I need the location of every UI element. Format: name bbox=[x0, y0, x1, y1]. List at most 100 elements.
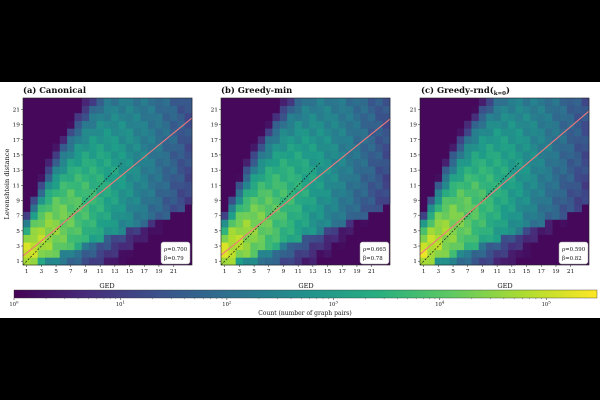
heatmap-cell bbox=[309, 227, 317, 235]
heatmap-cell bbox=[471, 196, 480, 205]
heatmap-cell bbox=[449, 181, 458, 190]
heatmap-cell bbox=[515, 128, 524, 137]
heatmap-cell bbox=[287, 98, 295, 106]
heatmap-cell bbox=[486, 98, 494, 106]
heatmap-cell bbox=[250, 166, 259, 175]
heatmap-cell bbox=[30, 234, 38, 243]
heatmap-cell bbox=[287, 158, 295, 167]
heatmap-cell bbox=[552, 196, 560, 205]
heatmap-cell bbox=[434, 249, 443, 258]
heatmap-cell bbox=[103, 189, 112, 197]
heatmap-cell bbox=[111, 227, 119, 235]
heatmap-cell bbox=[456, 158, 465, 167]
heatmap-cell bbox=[442, 211, 450, 220]
heatmap-cell bbox=[581, 181, 590, 190]
heatmap-cell bbox=[360, 113, 369, 122]
heatmap-cell bbox=[301, 173, 310, 182]
y-tick-label: 3 bbox=[16, 244, 20, 250]
heatmap-cell bbox=[257, 204, 266, 213]
heatmap-cell bbox=[331, 143, 339, 152]
heatmap-cell bbox=[45, 158, 53, 167]
heatmap-cell bbox=[272, 257, 281, 266]
heatmap-cell bbox=[272, 135, 281, 144]
heatmap-cell bbox=[265, 166, 273, 175]
heatmap-cell bbox=[427, 196, 435, 205]
heatmap-cell bbox=[74, 189, 83, 197]
heatmap-cell bbox=[243, 158, 251, 167]
heatmap-cell bbox=[464, 189, 472, 197]
heatmap-cell bbox=[464, 166, 472, 175]
heatmap-cell bbox=[353, 166, 361, 175]
heatmap-cell bbox=[493, 120, 502, 129]
heatmap-cell bbox=[147, 120, 156, 129]
heatmap-cell bbox=[287, 227, 295, 235]
heatmap-cell bbox=[353, 120, 361, 129]
heatmap-cell bbox=[471, 105, 480, 114]
heatmap-cell bbox=[581, 135, 590, 144]
heatmap-cell bbox=[530, 196, 538, 205]
heatmap-cell bbox=[265, 211, 273, 220]
heatmap-cell bbox=[478, 189, 487, 197]
heatmap-cell bbox=[493, 219, 502, 228]
heatmap-cell bbox=[574, 181, 582, 190]
panel-title-sub: k=0 bbox=[494, 91, 506, 97]
y-tick-label: 15 bbox=[13, 153, 21, 159]
heatmap-cell bbox=[162, 120, 171, 129]
heatmap-cell bbox=[530, 120, 538, 129]
heatmap-cell bbox=[552, 173, 560, 182]
heatmap-cell bbox=[147, 204, 156, 213]
heatmap-cell bbox=[294, 166, 303, 175]
heatmap-cell bbox=[169, 105, 178, 114]
heatmap-cell bbox=[442, 257, 450, 266]
heatmap-cell bbox=[96, 143, 105, 152]
heatmap-cell bbox=[228, 196, 236, 205]
heatmap-cell bbox=[522, 151, 531, 160]
y-tick-label: 9 bbox=[214, 198, 218, 204]
heatmap-cell bbox=[464, 158, 472, 167]
heatmap-cell bbox=[67, 242, 75, 251]
heatmap-cell bbox=[544, 227, 553, 235]
heatmap-cell bbox=[67, 135, 75, 144]
heatmap-cell bbox=[434, 204, 443, 213]
heatmap-cell bbox=[375, 173, 383, 182]
x-tick-label: 13 bbox=[309, 269, 317, 275]
heatmap-cell bbox=[147, 158, 156, 167]
heatmap-cell bbox=[478, 143, 487, 152]
y-tick-label: 15 bbox=[211, 153, 219, 159]
heatmap-cell bbox=[74, 242, 83, 251]
heatmap-cell bbox=[243, 219, 251, 228]
heatmap-cell bbox=[294, 204, 303, 213]
heatmap-cell bbox=[45, 173, 53, 182]
heatmap-cell bbox=[471, 189, 480, 197]
heatmap-cell bbox=[493, 158, 502, 167]
heatmap-cell bbox=[45, 196, 53, 205]
heatmap-cell bbox=[515, 120, 524, 129]
heatmap-cell bbox=[456, 151, 465, 160]
heatmap-cell bbox=[323, 196, 332, 205]
heatmap-cell bbox=[96, 128, 105, 137]
heatmap-cell bbox=[309, 151, 317, 160]
heatmap-cell bbox=[243, 181, 251, 190]
heatmap-cell bbox=[235, 211, 244, 220]
beta-label: β=0.82 bbox=[562, 256, 582, 262]
heatmap-cell bbox=[301, 128, 310, 137]
heatmap-cell bbox=[493, 98, 502, 106]
heatmap-cell bbox=[500, 173, 509, 182]
heatmap-cell bbox=[155, 120, 163, 129]
heatmap-cell bbox=[464, 227, 472, 235]
heatmap-cell bbox=[367, 166, 376, 175]
heatmap-cell bbox=[309, 257, 317, 266]
heatmap-cell bbox=[140, 158, 149, 167]
heatmap-cell bbox=[464, 173, 472, 182]
heatmap-cell bbox=[147, 135, 156, 144]
heatmap-cell bbox=[74, 158, 83, 167]
heatmap-cell bbox=[133, 173, 141, 182]
heatmap-cell bbox=[493, 151, 502, 160]
y-tick-label: 19 bbox=[13, 123, 21, 129]
heatmap-cell bbox=[464, 257, 472, 266]
heatmap-cell bbox=[486, 143, 494, 152]
heatmap-cell bbox=[360, 173, 369, 182]
heatmap-cell bbox=[52, 242, 61, 251]
heatmap-cell bbox=[147, 227, 156, 235]
overlay-lines bbox=[220, 97, 391, 266]
